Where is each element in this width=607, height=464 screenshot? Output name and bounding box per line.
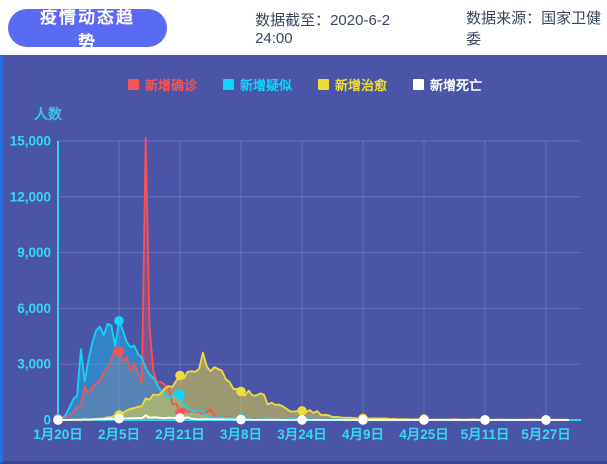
- x-tick-label: 5月27日: [521, 427, 571, 442]
- marker-dot[interactable]: [114, 413, 124, 424]
- trend-chart-svg[interactable]: 0 3,000 6,000 9,000 12,000 15,000 1月20日 2月5日 2月2…: [3, 55, 607, 461]
- legend-label: 新增疑似: [239, 78, 292, 93]
- x-tick-label: 5月11日: [461, 427, 510, 442]
- y-tick-label: 0: [43, 413, 51, 428]
- title-pill-button[interactable]: 疫情动态趋势: [8, 8, 168, 52]
- data-cutoff-text: 数据截至：2020-6-2 24:00: [255, 11, 391, 47]
- marker-dot[interactable]: [114, 346, 124, 357]
- marker-dot[interactable]: [480, 415, 490, 425]
- series-area: [58, 352, 569, 420]
- legend-swatch: [127, 79, 139, 90]
- y-tick-label: 12,000: [10, 189, 51, 204]
- data-source-text: 数据来源：国家卫健委: [466, 9, 602, 48]
- marker-dot[interactable]: [175, 389, 185, 400]
- y-tick-label: 6,000: [17, 301, 51, 316]
- marker-dot[interactable]: [236, 414, 246, 425]
- series-area: [58, 138, 569, 420]
- legend-swatch: [318, 79, 329, 90]
- marker-dot[interactable]: [358, 415, 368, 425]
- legend-item[interactable]: 新增治愈: [318, 75, 387, 94]
- marker-dot[interactable]: [297, 415, 307, 425]
- chart-legend: 新增确诊 新增疑似 新增治愈 新增死亡: [3, 75, 607, 94]
- marker-dot[interactable]: [419, 415, 429, 425]
- legend-label: 新增治愈: [335, 78, 388, 93]
- legend-label: 新增确诊: [144, 78, 197, 93]
- marker-dot[interactable]: [53, 415, 63, 425]
- y-tick-label: 9,000: [17, 245, 51, 260]
- x-tick-label: 3月24日: [277, 427, 327, 442]
- y-tick-label: 3,000: [17, 357, 51, 372]
- marker-dot[interactable]: [541, 415, 551, 425]
- legend-item[interactable]: 新增确诊: [127, 75, 197, 94]
- widget-header: 疫情动态趋势 数据截至：2020-6-2 24:00 数据来源：国家卫健委: [0, 0, 607, 55]
- x-tick-label: 4月9日: [342, 427, 384, 442]
- legend-item[interactable]: 新增疑似: [222, 75, 292, 94]
- x-tick-label: 2月21日: [155, 427, 205, 442]
- chart-panel: 新增确诊 新增疑似 新增治愈 新增死亡 0 3,000 6,000 9,000 12,000 1…: [0, 55, 607, 464]
- marker-dot[interactable]: [114, 316, 124, 326]
- y-axis-title: 人数: [34, 106, 63, 122]
- series-area: [58, 320, 569, 420]
- marker-dot[interactable]: [297, 406, 307, 416]
- x-tick-label: 3月8日: [220, 427, 262, 442]
- x-tick-label: 4月25日: [399, 427, 449, 442]
- marker-dot[interactable]: [175, 413, 185, 423]
- x-tick-label: 1月20日: [33, 427, 83, 442]
- y-tick-label: 15,000: [10, 134, 51, 149]
- legend-swatch: [413, 79, 425, 90]
- marker-dot[interactable]: [236, 386, 246, 397]
- marker-dot[interactable]: [175, 370, 185, 381]
- legend-item[interactable]: 新增死亡: [413, 75, 482, 94]
- x-tick-label: 2月5日: [98, 427, 140, 442]
- series-area: [58, 415, 569, 420]
- legend-label: 新增死亡: [430, 78, 483, 93]
- legend-swatch: [222, 79, 234, 90]
